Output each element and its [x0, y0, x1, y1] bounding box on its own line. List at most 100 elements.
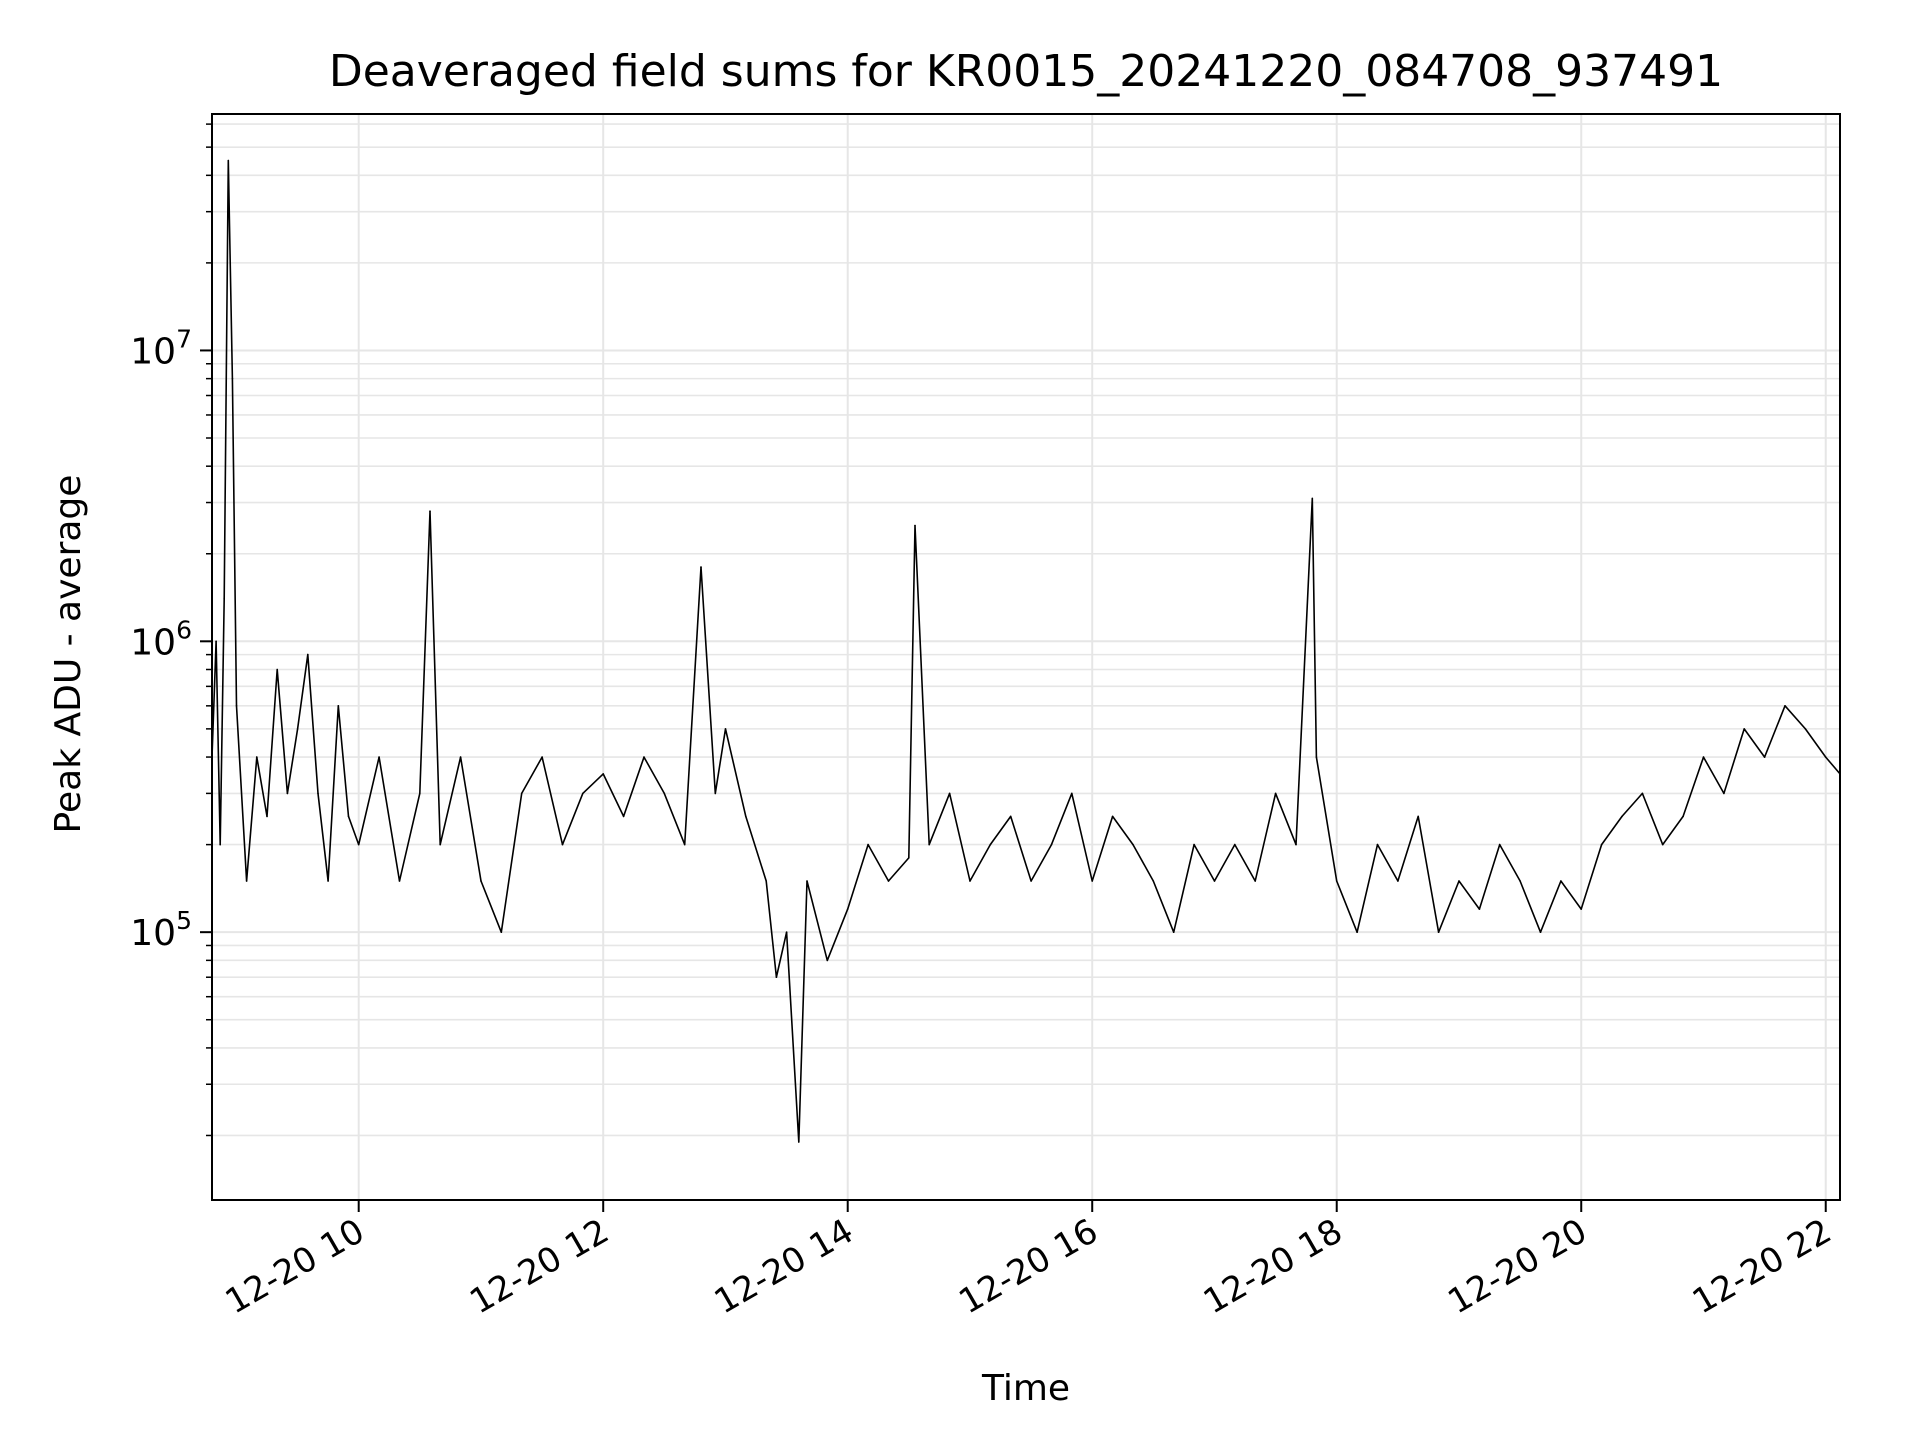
data-point [1804, 728, 1807, 730]
data-point [307, 653, 309, 656]
data-point [1376, 843, 1379, 846]
x-axis-label: Time [981, 1368, 1070, 1409]
data-point [1478, 908, 1481, 910]
data-point [1763, 756, 1766, 758]
data-point [357, 843, 360, 846]
data-point [227, 159, 230, 162]
data-point [1172, 931, 1175, 933]
y-tick-label: 106 [130, 615, 192, 663]
data-point [1784, 705, 1786, 707]
data-point [775, 976, 778, 978]
data-point [914, 524, 916, 527]
data-point [785, 931, 788, 933]
data-point [419, 792, 421, 795]
data-point [1315, 756, 1318, 758]
y-axis-label: Peak ADU - average [48, 475, 89, 834]
data-point [347, 815, 350, 818]
data-point [1335, 880, 1338, 882]
data-point [223, 598, 225, 600]
data-point [745, 815, 747, 818]
data-point [908, 857, 910, 859]
data-point [1539, 931, 1542, 933]
data-point [255, 756, 258, 758]
data-point [948, 792, 951, 795]
data-point [765, 880, 767, 882]
data-point [317, 792, 319, 795]
data-point [327, 880, 329, 882]
data-point [602, 773, 604, 775]
data-point [683, 843, 686, 846]
data-point [235, 705, 238, 707]
data-point [1437, 931, 1440, 933]
data-point [1132, 843, 1134, 846]
data-point [714, 792, 717, 795]
series-line [211, 159, 1841, 1143]
data-point [1702, 756, 1705, 758]
data-point [219, 843, 221, 846]
data-point [286, 792, 289, 795]
data-point [266, 815, 268, 818]
data-point [1030, 880, 1032, 882]
data-point [296, 728, 299, 730]
data-point [1254, 880, 1256, 882]
data-point [846, 908, 849, 910]
data-point [276, 668, 279, 671]
data-point [500, 931, 503, 933]
data-point [1621, 815, 1623, 818]
data-point [928, 843, 930, 846]
data-point [561, 843, 564, 846]
data-point [622, 815, 625, 818]
data-point [1009, 815, 1012, 818]
chart-title: Deaveraged field sums for KR0015_2024122… [329, 46, 1723, 97]
data-point [1600, 843, 1603, 846]
data-point [1498, 843, 1501, 846]
data-point [480, 880, 482, 882]
data-point [1580, 908, 1582, 910]
y-tick-label: 107 [130, 324, 192, 372]
data-point [1193, 843, 1195, 846]
series-layer [211, 159, 1841, 1143]
data-point [245, 880, 248, 882]
data-point [887, 880, 890, 882]
data-point [1111, 815, 1114, 818]
data-point [806, 880, 808, 882]
data-point [1213, 880, 1216, 882]
data-point [1661, 843, 1664, 846]
data-point [1234, 843, 1236, 846]
data-point [1641, 792, 1644, 795]
y-tick-label: 105 [130, 906, 192, 954]
data-point [867, 843, 869, 846]
data-point [969, 880, 971, 882]
data-point [429, 510, 431, 512]
grid [212, 114, 1840, 1200]
data-point [541, 756, 543, 758]
data-point [1824, 756, 1827, 758]
data-point [1311, 497, 1314, 500]
data-point [1723, 792, 1725, 795]
data-point [724, 728, 727, 730]
data-point [700, 566, 702, 568]
data-point [1295, 843, 1297, 846]
data-point [1743, 728, 1745, 730]
data-point [1274, 792, 1277, 795]
data-point [1397, 880, 1399, 882]
data-point [1050, 843, 1053, 846]
data-point [1682, 815, 1684, 818]
data-point [231, 377, 234, 380]
data-point [1458, 880, 1460, 882]
data-point [215, 640, 217, 643]
data-point [1091, 880, 1093, 882]
data-point [1152, 880, 1155, 882]
data-point [337, 705, 340, 707]
data-point [1519, 880, 1521, 882]
plot-frame [211, 113, 1841, 1201]
data-point [1356, 931, 1358, 933]
data-point [826, 959, 829, 962]
data-point [1071, 792, 1073, 795]
data-point [398, 880, 401, 882]
data-point [989, 843, 992, 846]
data-point [439, 843, 442, 846]
data-point [1417, 815, 1419, 818]
